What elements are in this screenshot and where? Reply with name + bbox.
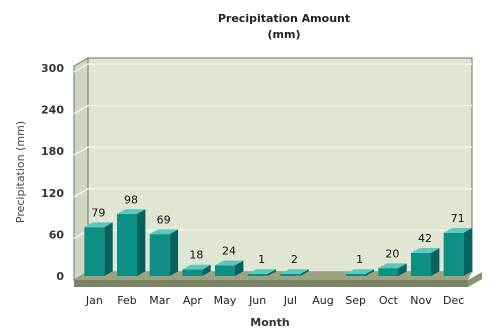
x-axis-title: Month	[250, 316, 289, 329]
data-label-nov: 42	[418, 232, 432, 245]
data-label-jun: 1	[258, 253, 265, 266]
bar-nov	[411, 248, 440, 276]
bar-front	[215, 265, 235, 276]
data-label-dec: 71	[451, 212, 465, 225]
x-tick-apr: Apr	[183, 294, 203, 307]
bar-front	[247, 274, 268, 276]
data-label-jul: 2	[291, 253, 298, 266]
y-tick-label: 120	[41, 187, 64, 200]
bar-top	[149, 229, 179, 235]
bar-side	[398, 263, 407, 276]
chart-title-line-1: Precipitation Amount	[218, 12, 350, 25]
y-axis-title: Precipitation (mm)	[14, 121, 27, 223]
chart-title-line-2: (mm)	[268, 28, 301, 41]
data-label-apr: 18	[189, 249, 203, 262]
data-label-mar: 69	[157, 213, 171, 226]
y-tick-label: 300	[41, 62, 64, 75]
bar-side	[104, 222, 113, 276]
bar-front	[117, 214, 137, 276]
bar-jul	[280, 269, 309, 276]
bar-top	[443, 227, 473, 233]
bar-feb	[117, 209, 146, 276]
back-wall	[87, 57, 473, 273]
bar-side	[365, 269, 375, 276]
x-tick-sep: Sep	[345, 294, 366, 307]
x-tick-jun: Jun	[248, 294, 266, 307]
bar-side	[202, 264, 211, 276]
bar-side	[463, 227, 473, 276]
x-tick-jul: Jul	[283, 294, 297, 307]
bar-jan	[84, 222, 113, 276]
bar-front	[378, 268, 399, 276]
bar-top	[182, 264, 211, 270]
x-tick-jan: Jan	[85, 294, 103, 307]
y-tick-label: 0	[56, 270, 64, 283]
data-labels: 79 98 69 18 24 1 2 1 20 42 71	[91, 193, 464, 266]
bar-side	[137, 209, 146, 276]
bar-side	[235, 260, 244, 276]
data-label-may: 24	[222, 245, 236, 258]
y-tick-label: 240	[41, 104, 64, 117]
bar-side	[267, 269, 277, 276]
bar-side	[300, 269, 309, 276]
bar-top	[117, 209, 146, 215]
data-label-jan: 79	[91, 206, 105, 219]
bar-top	[84, 222, 113, 228]
bar-front	[443, 232, 464, 276]
bar-front	[280, 274, 301, 276]
gridline	[73, 63, 472, 73]
bar-front	[182, 269, 203, 276]
bar-front	[411, 252, 431, 276]
x-tick-may: May	[214, 294, 237, 307]
bar-side	[431, 248, 440, 276]
data-label-sep: 1	[356, 253, 363, 266]
x-tick-feb: Feb	[117, 294, 136, 307]
bar-dec	[443, 227, 473, 276]
data-label-feb: 98	[124, 193, 138, 206]
bar-sep	[345, 269, 375, 276]
bar-front	[149, 234, 170, 276]
x-axis-ticks: Jan Feb Mar Apr May Jun Jul Aug Sep Oct Nov Dec	[85, 294, 464, 307]
bars	[84, 209, 473, 276]
bar-mar	[149, 229, 179, 276]
bar-top	[247, 269, 277, 274]
floor-edge	[74, 280, 468, 287]
y-tick-label: 180	[41, 145, 64, 158]
bar-may	[215, 260, 244, 276]
bar-front	[345, 274, 366, 276]
bar-jun	[247, 269, 277, 276]
x-tick-aug: Aug	[312, 294, 333, 307]
bar-top	[378, 263, 407, 269]
y-axis-ticks: 0 60 120 180 240 300	[41, 62, 64, 283]
x-tick-nov: Nov	[410, 294, 432, 307]
x-tick-mar: Mar	[149, 294, 170, 307]
x-tick-dec: Dec	[443, 294, 464, 307]
bar-front	[84, 227, 105, 276]
plot-area	[73, 57, 482, 287]
gridline	[73, 188, 472, 198]
bar-top	[215, 260, 244, 266]
bar-top	[411, 248, 440, 253]
bar-top	[345, 269, 375, 274]
y-tick-label: 60	[49, 228, 65, 241]
bar-top	[280, 269, 309, 274]
bar-apr	[182, 264, 211, 276]
bar-side	[169, 229, 179, 276]
floor-side	[468, 272, 482, 287]
data-label-oct: 20	[385, 247, 399, 260]
x-tick-oct: Oct	[379, 294, 399, 307]
gridline	[73, 146, 472, 156]
floor	[74, 272, 472, 280]
gridline	[73, 104, 472, 115]
bar-oct	[378, 263, 407, 276]
